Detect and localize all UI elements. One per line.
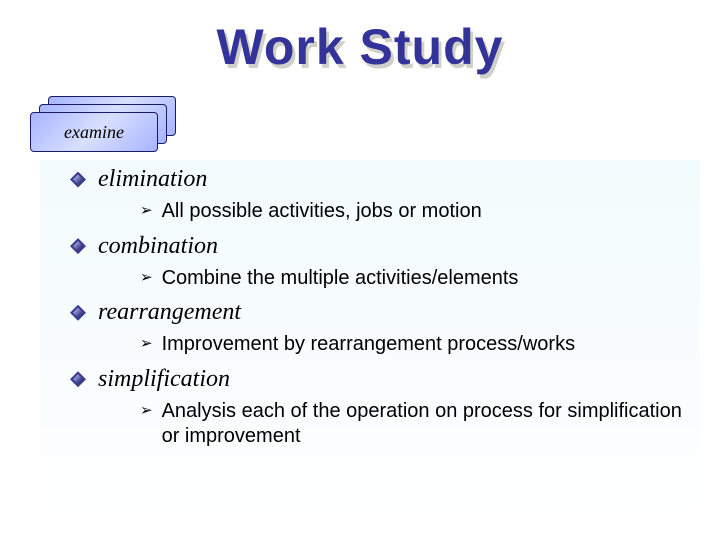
diamond-bullet-icon [70,371,86,387]
chevron-right-icon: ➢ [140,334,153,352]
section-title: elimination [98,166,207,193]
section-text: Analysis each of the operation on proces… [162,399,692,450]
section-title: rearrangement [98,299,241,326]
section-text: All possible activities, jobs or motion [162,199,482,225]
section-title: simplification [98,366,230,393]
section-head: elimination [40,166,700,193]
section-body: ➢ Analysis each of the operation on proc… [40,399,700,450]
section-head: rearrangement [40,299,700,326]
section-title: combination [98,233,218,260]
title-container: Work Study Work Study [0,0,720,76]
stack-card-label: examine [64,122,124,143]
chevron-right-icon: ➢ [140,201,153,219]
section-body: ➢ Combine the multiple activities/elemen… [40,266,700,292]
section-text: Combine the multiple activities/elements [162,266,519,292]
section-head: simplification [40,366,700,393]
chevron-right-icon: ➢ [140,268,153,286]
diamond-bullet-icon [70,238,86,254]
stack-card-front: examine [30,112,158,152]
section-elimination: elimination ➢ All possible activities, j… [40,166,700,225]
section-text: Improvement by rearrangement process/wor… [162,332,576,358]
chevron-right-icon: ➢ [140,401,153,419]
page-title: Work Study [0,18,720,76]
section-body: ➢ Improvement by rearrangement process/w… [40,332,700,358]
section-body: ➢ All possible activities, jobs or motio… [40,199,700,225]
content-panel: elimination ➢ All possible activities, j… [40,160,700,530]
diamond-bullet-icon [70,305,86,321]
section-combination: combination ➢ Combine the multiple activ… [40,233,700,292]
section-rearrangement: rearrangement ➢ Improvement by rearrange… [40,299,700,358]
diamond-bullet-icon [70,172,86,188]
section-head: combination [40,233,700,260]
section-simplification: simplification ➢ Analysis each of the op… [40,366,700,450]
examine-card-stack: examine [30,96,178,152]
